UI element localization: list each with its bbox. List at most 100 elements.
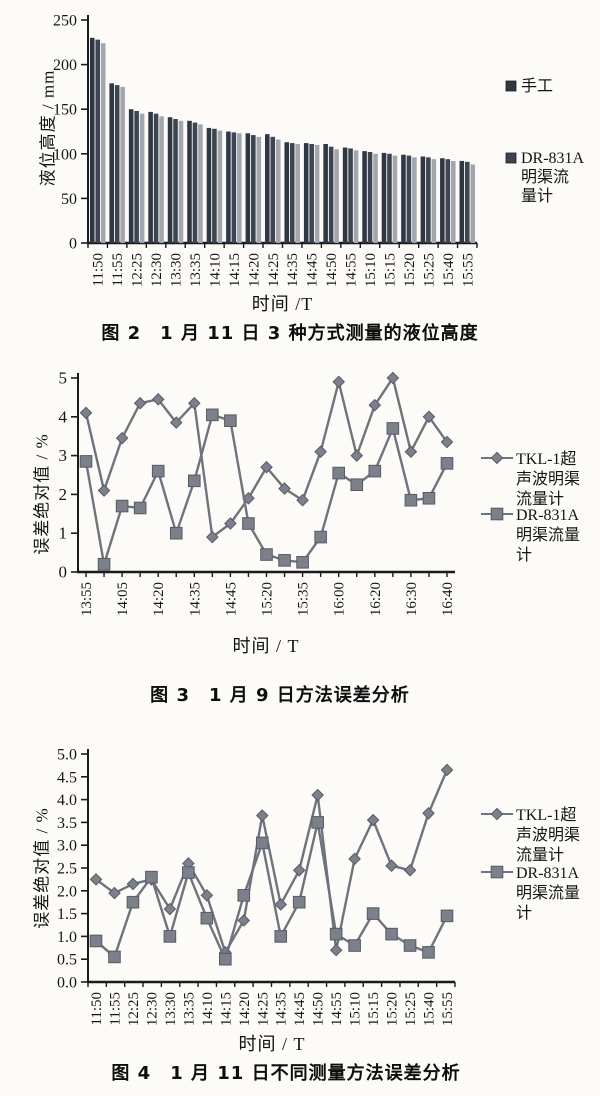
square-marker — [403, 939, 417, 952]
svg-text:16:20: 16:20 — [368, 582, 384, 616]
bar — [192, 122, 198, 243]
svg-text:12:30: 12:30 — [144, 992, 160, 1026]
bar — [226, 131, 231, 243]
bar — [148, 111, 153, 243]
svg-text:14:20: 14:20 — [151, 582, 167, 616]
diamond-marker — [108, 886, 121, 900]
svg-text:15:10: 15:10 — [348, 992, 364, 1026]
svg-text:12:25: 12:25 — [126, 992, 142, 1026]
svg-text:1: 1 — [59, 524, 68, 543]
diamond-marker — [133, 396, 147, 410]
figure-2-caption: 图 2 1 月 11 日 3 种方式测量的液位高度 — [101, 323, 479, 344]
svg-text:14:45: 14:45 — [223, 582, 239, 616]
svg-text:14:10: 14:10 — [207, 253, 223, 287]
line-chart-svg: 0.0 0.5 1.0 1.5 2.0 2.5 3.0 3.5 4.0 4.5 5.0 11:50 11… — [57, 747, 580, 1027]
square-marker — [169, 526, 183, 540]
diamond-marker — [404, 445, 418, 459]
bar — [173, 119, 178, 243]
svg-text:2.0: 2.0 — [57, 883, 77, 900]
svg-text:明渠流量: 明渠流量 — [516, 526, 580, 544]
svg-text:15:20: 15:20 — [260, 582, 276, 616]
diamond-marker — [169, 416, 183, 429]
svg-text:2.5: 2.5 — [57, 861, 77, 878]
square-marker — [108, 950, 121, 964]
square-marker — [422, 491, 436, 505]
diamond-marker — [224, 517, 237, 530]
square-marker — [386, 422, 400, 435]
diamond-marker — [366, 813, 380, 827]
svg-text:14:45: 14:45 — [305, 253, 321, 287]
bar — [426, 157, 431, 243]
diamond-marker — [348, 852, 361, 866]
diamond-marker — [296, 493, 309, 507]
bar — [348, 148, 353, 243]
svg-text:11:50: 11:50 — [89, 992, 105, 1026]
svg-text:15:20: 15:20 — [402, 253, 418, 287]
diamond-marker — [163, 902, 177, 916]
series-line — [84, 413, 449, 566]
diamond-marker — [115, 431, 129, 445]
bar — [392, 155, 398, 243]
diamond-marker — [422, 410, 436, 424]
bar — [464, 161, 470, 243]
square-marker — [163, 930, 177, 943]
bar — [367, 152, 373, 243]
bar — [120, 86, 125, 244]
figure-3-caption: 图 3 1 月 9 日方法误差分析 — [150, 685, 410, 706]
square-marker — [242, 517, 255, 530]
svg-text:14:05: 14:05 — [115, 582, 131, 616]
svg-text:13:30: 13:30 — [169, 253, 185, 287]
diamond-marker — [368, 398, 382, 412]
svg-text:0: 0 — [69, 236, 77, 253]
diamond-marker — [440, 763, 454, 777]
square-marker — [348, 939, 361, 952]
bar — [373, 153, 378, 243]
bar — [265, 134, 270, 243]
diamond-marker — [278, 482, 291, 495]
svg-text:流量计: 流量计 — [516, 846, 564, 864]
svg-text:1.0: 1.0 — [57, 929, 77, 946]
bar — [431, 159, 437, 243]
svg-text:15:55: 15:55 — [440, 992, 456, 1026]
square-marker — [188, 474, 201, 488]
svg-text:150: 150 — [53, 102, 77, 119]
svg-text:14:50: 14:50 — [311, 992, 327, 1026]
square-marker — [133, 501, 147, 515]
svg-text:1.5: 1.5 — [57, 906, 77, 923]
bar — [187, 120, 192, 243]
square-marker — [385, 927, 398, 941]
diamond-marker — [200, 889, 214, 902]
bar — [231, 132, 237, 243]
bar — [353, 150, 359, 243]
svg-text:16:40: 16:40 — [440, 582, 456, 616]
bar — [412, 157, 417, 243]
square-marker — [182, 866, 195, 879]
bar — [89, 37, 95, 244]
diamond-marker — [292, 863, 306, 877]
square-marker — [311, 816, 324, 829]
square-marker — [278, 554, 291, 567]
line-series-0 — [79, 371, 454, 544]
svg-text:14:15: 14:15 — [227, 253, 243, 287]
svg-text:2: 2 — [59, 485, 68, 504]
bar — [406, 155, 412, 243]
square-marker — [314, 530, 327, 544]
bar — [401, 154, 406, 243]
square-marker — [332, 466, 345, 480]
square-marker — [440, 909, 454, 923]
diamond-marker — [490, 807, 504, 821]
figure-3-error-analysis-jan9: 误差绝对值 / % 0 1 2 3 4 5 13:55 14:05 14:20 14:35 14:4… — [0, 360, 600, 708]
diamond-marker — [126, 877, 140, 891]
svg-text:流量计: 流量计 — [516, 490, 564, 508]
square-marker — [89, 934, 103, 948]
svg-text:15:40: 15:40 — [441, 253, 457, 287]
diamond-marker — [79, 406, 93, 420]
svg-text:100: 100 — [53, 146, 77, 163]
diamond-marker — [329, 943, 343, 957]
legend-swatch — [505, 152, 517, 164]
svg-text:200: 200 — [53, 57, 77, 74]
svg-text:15:25: 15:25 — [403, 992, 419, 1026]
svg-text:15:35: 15:35 — [296, 582, 312, 616]
square-marker — [274, 930, 288, 943]
